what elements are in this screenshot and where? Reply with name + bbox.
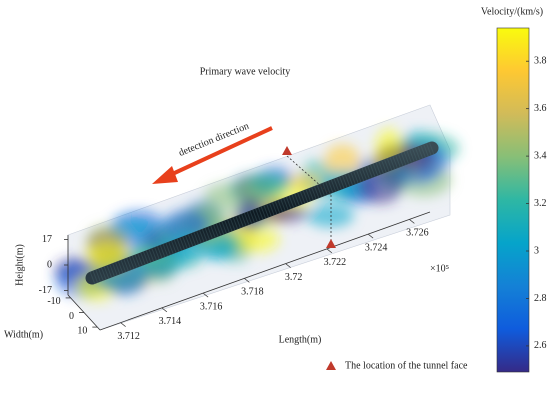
x-tick xyxy=(202,292,209,298)
colorbar xyxy=(496,27,530,373)
z-axis-label: Height(m) xyxy=(14,244,25,286)
tunnel-texture xyxy=(89,141,435,285)
x-scale-label: ×10⁵ xyxy=(430,263,449,274)
volume-box xyxy=(54,104,460,331)
tunnel xyxy=(85,141,439,285)
x-tick xyxy=(285,263,291,268)
tunnel-face-marker xyxy=(326,239,336,248)
z-tick-label: -17 xyxy=(39,285,52,296)
x-tick xyxy=(409,219,415,224)
velocity-blob xyxy=(110,219,159,238)
velocity-blob xyxy=(229,226,280,254)
colorbar-tick-label: 2.6 xyxy=(534,340,547,351)
direction-arrow xyxy=(167,126,273,178)
colorbar-tick-label: 3.6 xyxy=(534,103,547,114)
velocity-blob xyxy=(200,236,235,261)
chart-title: Primary wave velocity xyxy=(200,66,291,77)
colorbar-tick-label: 3 xyxy=(534,245,539,256)
colorbar-tick-label: 2.8 xyxy=(534,293,547,304)
y-axis-label: Width(m) xyxy=(4,329,43,340)
legend-marker xyxy=(326,361,336,370)
x-tick xyxy=(367,233,374,239)
x-tick-label: 3.712 xyxy=(117,331,140,342)
arrow-head xyxy=(152,166,178,184)
legend-label: The location of the tunnel face xyxy=(345,360,468,371)
x-tick xyxy=(120,322,126,327)
y-tick-label: -10 xyxy=(47,296,60,307)
x-tick xyxy=(244,278,250,283)
y-tick-label: 10 xyxy=(77,325,87,336)
velocity-blob xyxy=(394,166,437,185)
axis-line xyxy=(99,211,431,331)
x-tick-label: 3.716 xyxy=(200,301,223,312)
x-tick xyxy=(161,307,168,313)
velocity-blob xyxy=(324,144,361,179)
z-tick-label: 17 xyxy=(42,234,52,245)
y-tick-label: 0 xyxy=(69,311,74,322)
x-tick-label: 3.722 xyxy=(324,257,347,268)
x-tick-label: 3.726 xyxy=(406,228,429,239)
velocity-blob xyxy=(306,203,354,228)
z-tick-label: 0 xyxy=(47,259,52,270)
x-tick-label: 3.714 xyxy=(159,316,182,327)
colorbar-tick-label: 3.8 xyxy=(534,56,547,67)
colorbar-tick-label: 3.2 xyxy=(534,198,547,209)
tunnel-face-marker xyxy=(282,146,292,155)
colorbar-title: Velocity/(km/s) xyxy=(481,6,543,17)
guide-line xyxy=(286,155,332,196)
x-tick-label: 3.724 xyxy=(365,242,388,253)
colorbar-tick-label: 3.4 xyxy=(534,150,547,161)
x-tick-label: 3.718 xyxy=(241,287,264,298)
x-tick xyxy=(326,248,333,254)
velocity-blob xyxy=(248,173,291,193)
x-tick-label: 3.72 xyxy=(285,272,303,283)
x-axis-label: Length(m) xyxy=(279,334,322,345)
